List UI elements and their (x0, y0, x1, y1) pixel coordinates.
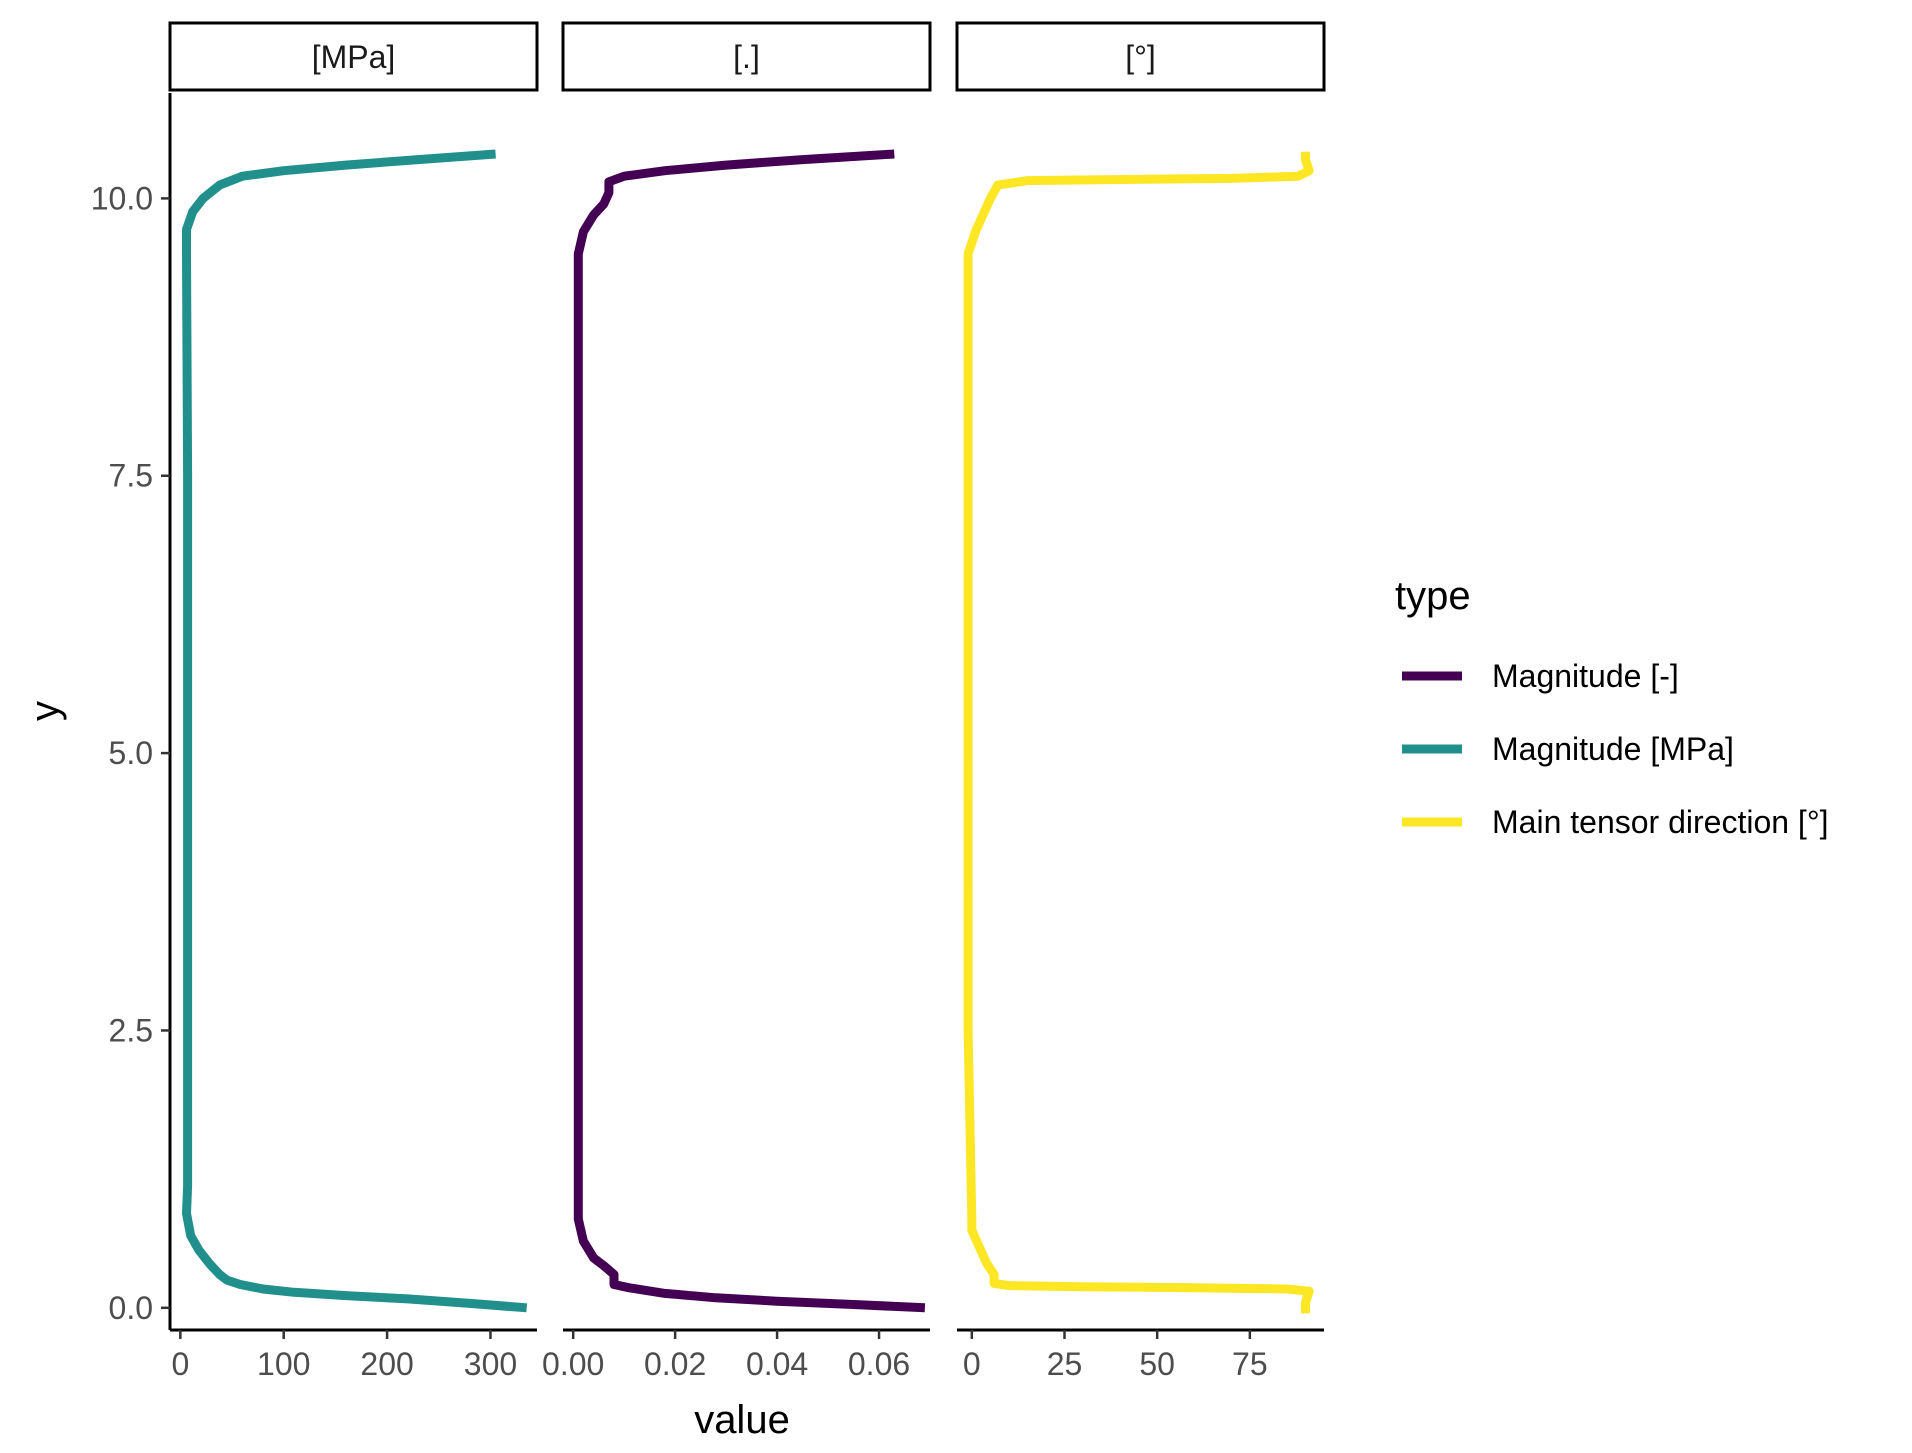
facet-strip-box (955, 21, 1326, 92)
y-axis: 0.0 2.5 5.0 7.5 10.0 (91, 93, 172, 1330)
x-tick-label: 0 (171, 1346, 189, 1382)
legend-label: Magnitude [MPa] (1492, 731, 1734, 767)
x-tick-label: 200 (360, 1346, 413, 1382)
chart-panels: [MPa] 0 100 200 300 [.] 0.00 0.02 0.04 0.06 [°] 0 25… (168, 21, 1326, 1382)
facet-strip-label: [°] (1125, 39, 1156, 75)
facet-strip-box (168, 21, 539, 92)
legend: type Magnitude [-] Magnitude [MPa] Main te… (1395, 574, 1829, 840)
y-axis-title: y (23, 701, 67, 721)
x-tick-label: 25 (1047, 1346, 1083, 1382)
series-line (963, 151, 1314, 1314)
x-tick-label: 0.04 (746, 1346, 808, 1382)
panel-3: [°] 0 25 50 75 (955, 21, 1326, 1382)
x-tick-label: 75 (1232, 1346, 1268, 1382)
y-tick-label: 10.0 (91, 180, 153, 216)
legend-title: type (1395, 574, 1471, 618)
x-tick-label: 0.06 (848, 1346, 910, 1382)
y-tick-label: 0.0 (109, 1290, 153, 1326)
y-tick-label: 7.5 (109, 458, 153, 494)
y-tick-label: 2.5 (109, 1012, 153, 1048)
x-tick-label: 0 (963, 1346, 981, 1382)
legend-label: Magnitude [-] (1492, 658, 1679, 694)
legend-label: Main tensor direction [°] (1492, 804, 1829, 840)
facet-strip-label: [.] (733, 39, 760, 75)
series-line (573, 149, 926, 1313)
facet-strip-label: [MPa] (312, 39, 396, 75)
facet-strip-box (561, 21, 932, 92)
panel-2: [.] 0.00 0.02 0.04 0.06 (542, 21, 932, 1382)
panel-1: [MPa] 0 100 200 300 (168, 21, 539, 1382)
x-tick-label: 300 (464, 1346, 517, 1382)
y-tick-label: 5.0 (109, 735, 153, 771)
x-tick-label: 0.00 (542, 1346, 604, 1382)
series-line (182, 149, 528, 1313)
x-tick-label: 0.02 (644, 1346, 706, 1382)
x-tick-label: 50 (1139, 1346, 1175, 1382)
x-axis-title: value (694, 1398, 790, 1442)
x-tick-label: 100 (257, 1346, 310, 1382)
